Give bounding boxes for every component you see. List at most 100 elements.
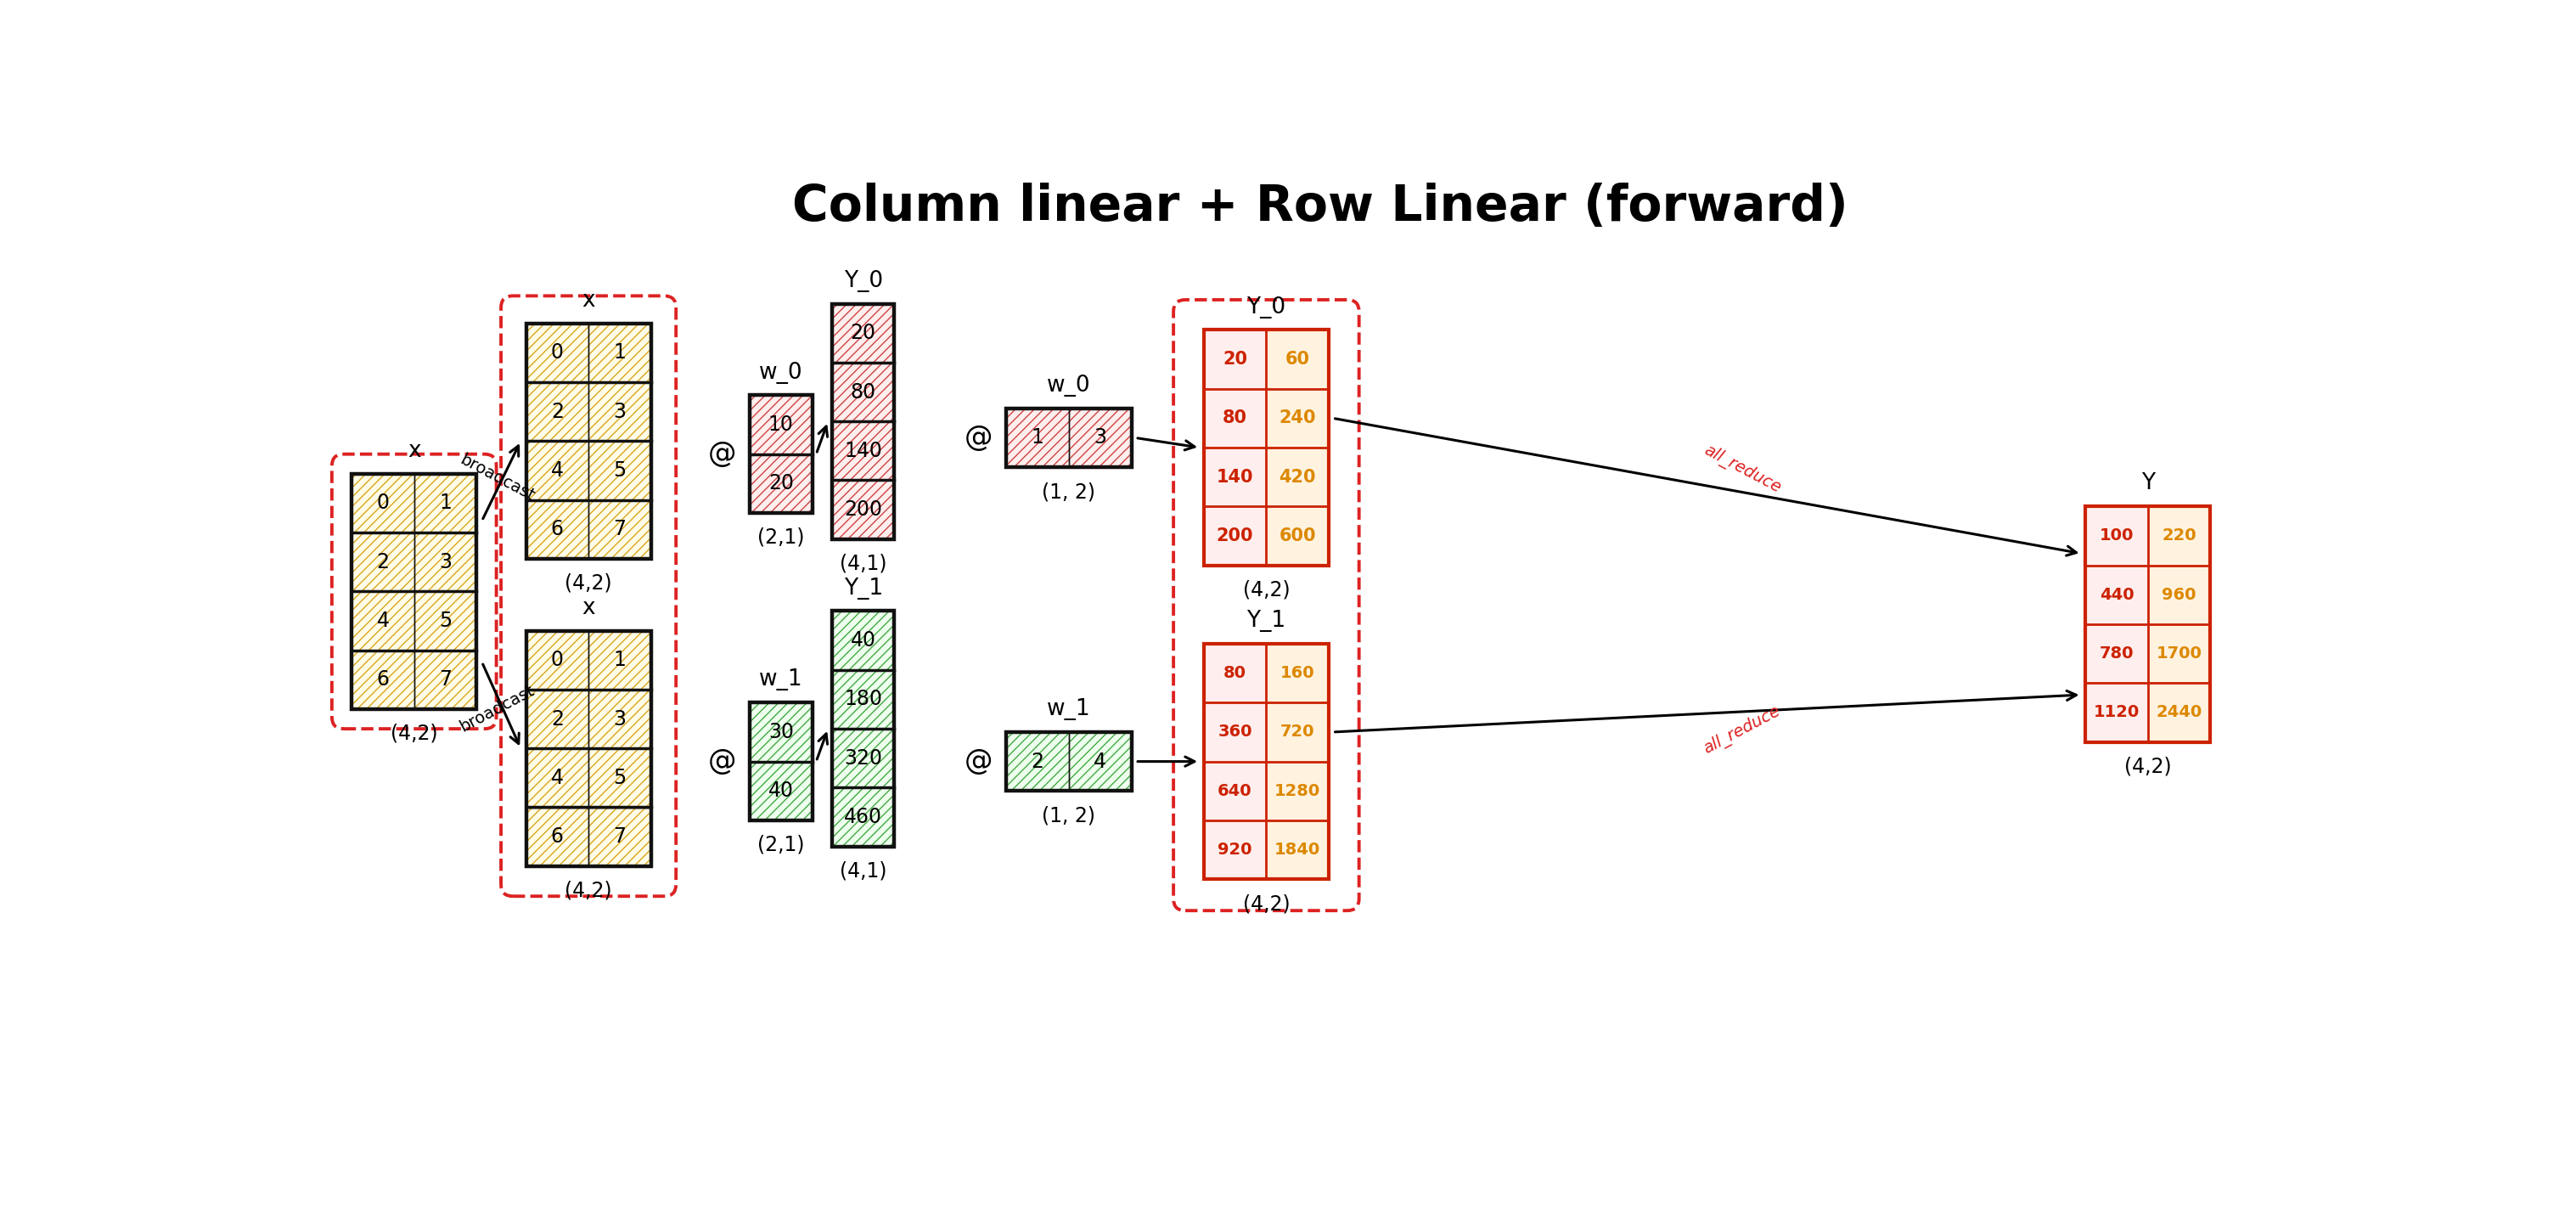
Bar xyxy=(1203,643,1267,703)
Bar xyxy=(350,592,415,651)
Bar xyxy=(587,382,652,442)
Text: 20: 20 xyxy=(850,323,876,344)
Text: 1: 1 xyxy=(1030,428,1043,448)
Text: 780: 780 xyxy=(2099,646,2133,662)
Text: broadcast: broadcast xyxy=(459,451,538,504)
Text: 7: 7 xyxy=(613,519,626,539)
Bar xyxy=(750,703,811,762)
Text: 4: 4 xyxy=(551,460,564,481)
Bar xyxy=(750,395,811,512)
Text: 600: 600 xyxy=(1280,527,1316,544)
Bar xyxy=(832,303,894,362)
Bar xyxy=(832,670,894,729)
Bar xyxy=(1069,733,1131,791)
Text: 960: 960 xyxy=(2161,587,2197,603)
Bar xyxy=(526,807,587,866)
Text: (4,2): (4,2) xyxy=(2125,756,2172,777)
Bar xyxy=(750,395,811,454)
Bar xyxy=(526,748,587,807)
Text: 5: 5 xyxy=(613,768,626,788)
Bar xyxy=(587,500,652,559)
Bar xyxy=(832,729,894,788)
Bar xyxy=(750,703,811,821)
Bar xyxy=(526,323,587,382)
Bar xyxy=(526,807,587,866)
Bar xyxy=(832,481,894,539)
Bar xyxy=(415,592,477,651)
Text: broadcast: broadcast xyxy=(459,682,538,735)
Bar xyxy=(415,473,477,532)
Text: x: x xyxy=(582,290,595,312)
Text: 100: 100 xyxy=(2099,528,2133,544)
Bar xyxy=(587,500,652,559)
Bar xyxy=(350,592,415,651)
Bar xyxy=(415,532,477,592)
Bar xyxy=(832,612,894,846)
Bar xyxy=(587,690,652,748)
Text: 20: 20 xyxy=(1224,351,1247,368)
Text: 3: 3 xyxy=(438,552,451,572)
Bar xyxy=(587,442,652,500)
Text: Y_1: Y_1 xyxy=(842,577,884,599)
Bar xyxy=(2087,565,2148,624)
Text: 3: 3 xyxy=(613,709,626,729)
Bar xyxy=(526,690,587,748)
Bar xyxy=(415,651,477,709)
Bar xyxy=(832,612,894,670)
Text: w_1: w_1 xyxy=(1046,698,1090,720)
Bar xyxy=(1007,408,1069,467)
Text: x: x xyxy=(582,597,595,619)
Bar xyxy=(832,422,894,481)
Bar xyxy=(832,481,894,539)
Bar xyxy=(526,807,587,866)
Bar xyxy=(526,631,587,690)
Text: 440: 440 xyxy=(2099,587,2133,603)
Text: all_reduce: all_reduce xyxy=(1700,442,1783,497)
Text: (4,1): (4,1) xyxy=(840,554,886,574)
Bar xyxy=(526,631,587,690)
Bar xyxy=(2148,506,2210,565)
Text: 160: 160 xyxy=(1280,665,1314,681)
Bar xyxy=(526,323,652,559)
Bar xyxy=(832,729,894,788)
Text: Y_0: Y_0 xyxy=(1247,296,1285,318)
Text: 2: 2 xyxy=(376,552,389,572)
Bar xyxy=(526,382,587,442)
Bar xyxy=(2087,624,2148,682)
Bar xyxy=(1007,733,1069,791)
Bar xyxy=(587,631,652,690)
Bar xyxy=(750,395,811,454)
Text: Y_0: Y_0 xyxy=(842,270,884,292)
Bar xyxy=(1267,703,1329,762)
Bar xyxy=(832,612,894,670)
Bar xyxy=(415,592,477,651)
Text: w_0: w_0 xyxy=(760,362,804,384)
Bar xyxy=(1007,733,1131,791)
Bar xyxy=(1069,408,1131,467)
Bar xyxy=(1203,448,1267,506)
Bar xyxy=(1267,821,1329,879)
Bar xyxy=(415,651,477,709)
Bar xyxy=(587,323,652,382)
Text: all_reduce: all_reduce xyxy=(1700,702,1783,757)
Bar xyxy=(526,323,587,382)
Bar xyxy=(350,532,415,592)
Bar xyxy=(587,690,652,748)
Bar xyxy=(1203,821,1267,879)
Text: 7: 7 xyxy=(438,669,451,690)
Bar xyxy=(832,303,894,539)
Bar xyxy=(832,422,894,481)
Bar xyxy=(832,788,894,846)
Bar xyxy=(350,651,415,709)
Bar xyxy=(526,690,587,748)
Bar xyxy=(1007,733,1069,791)
Bar xyxy=(526,442,587,500)
Bar xyxy=(350,473,415,532)
Text: 7: 7 xyxy=(613,827,626,846)
Text: 1280: 1280 xyxy=(1275,783,1321,799)
Bar xyxy=(587,323,652,382)
Text: 5: 5 xyxy=(613,460,626,481)
Bar xyxy=(2087,506,2148,565)
Bar xyxy=(1007,408,1131,467)
Bar xyxy=(526,748,587,807)
